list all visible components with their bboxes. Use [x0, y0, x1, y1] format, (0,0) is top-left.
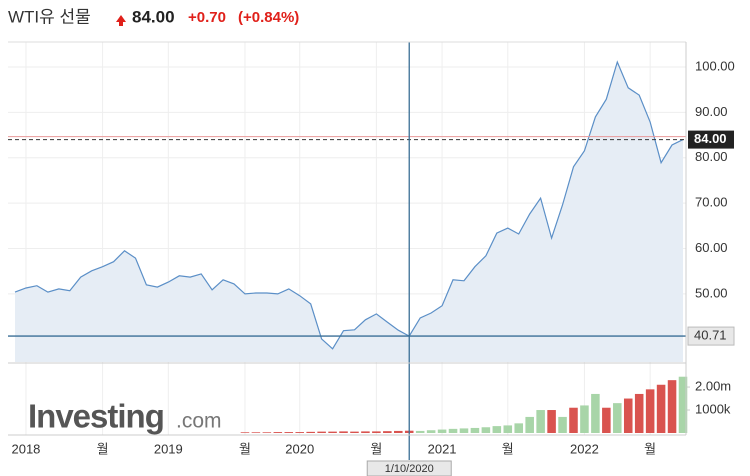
volume-bar [634, 393, 644, 433]
volume-bar [569, 407, 578, 433]
volume-bar [503, 425, 513, 433]
x-tick-label: 월 [239, 441, 251, 456]
volume-bar [415, 430, 425, 433]
volume-bar [481, 427, 491, 433]
x-tick-label: 월 [502, 441, 514, 456]
watermark-suffix: .com [176, 410, 222, 433]
volume-bar [525, 416, 534, 433]
volume-bar [536, 410, 545, 433]
x-tick-label: 월 [370, 441, 382, 456]
y2-tick-label: 1000k [695, 401, 731, 416]
volume-bar [602, 407, 611, 433]
volume-bar [437, 429, 447, 433]
x-tick-label: 2020 [285, 441, 314, 456]
volume-bar [547, 410, 556, 433]
volume-bar [459, 428, 469, 433]
crosshair-value-box [687, 326, 735, 346]
volume-bar [284, 432, 294, 433]
x-tick-label: 2019 [154, 441, 183, 456]
x-tick-label: 2022 [570, 441, 599, 456]
price-change: +0.70 [188, 9, 226, 26]
x-tick-label: 월 [644, 441, 656, 456]
volume-bar [580, 405, 589, 433]
last-price-box [688, 130, 734, 149]
last-price-label: 84.00 [694, 131, 727, 146]
volume-bar [667, 380, 677, 433]
watermark-brand: Investing [28, 398, 164, 435]
plot: 50.00 60.00 70.00 80.00 90.00 100.00 1000k 2.00… [8, 42, 735, 476]
last-price: 84.00 [132, 7, 175, 26]
volume-bar [470, 427, 480, 433]
volume-bar [251, 432, 261, 433]
price-change-pct: (+0.84%) [238, 9, 299, 26]
y-tick-label: 50.00 [695, 285, 728, 300]
y-tick-label: 90.00 [695, 104, 728, 119]
volume-bar [339, 431, 348, 433]
y-tick-label: 100.00 [695, 58, 735, 73]
volume-bar [262, 432, 272, 433]
volume-bar [426, 430, 436, 433]
x-tick-label: 2018 [11, 441, 40, 456]
crosshair-date-box [366, 460, 452, 476]
volume-bar [656, 384, 666, 433]
price-line [14, 60, 684, 350]
volume-bar [383, 431, 392, 433]
y2-tick-label: 2.00m [695, 378, 731, 393]
volume-bar [394, 430, 403, 433]
area-fill [15, 62, 683, 362]
volume-bar [678, 376, 688, 433]
crosshair-date: 1/10/2020 [385, 463, 434, 475]
volume-bar [591, 393, 600, 433]
volume-bar [645, 389, 655, 433]
x-tick-label: 2021 [428, 441, 457, 456]
y-tick-label: 60.00 [695, 240, 728, 255]
volume-bar [514, 423, 524, 433]
volume-bar [623, 398, 633, 433]
volume-bar [558, 416, 567, 433]
volume-bar [361, 431, 370, 433]
volume-bar [295, 432, 304, 433]
volume-bar [240, 432, 250, 433]
instrument-title: WTI유 선물 [8, 7, 91, 26]
volume-bar [328, 431, 337, 433]
volume-bar [613, 403, 622, 433]
y-tick-label: 70.00 [695, 195, 728, 210]
volume-bar [448, 428, 458, 433]
y-tick-label: 80.00 [695, 149, 728, 164]
volume-bar [350, 431, 359, 433]
x-tick-label: 월 [97, 441, 109, 456]
up-arrow [116, 15, 126, 26]
volume-bar [492, 426, 502, 433]
volume-bar [372, 431, 381, 433]
volume-bar [317, 431, 326, 433]
volume-bar [306, 431, 315, 433]
crosshair-value: 40.71 [694, 328, 727, 343]
volume-bar [273, 432, 283, 433]
